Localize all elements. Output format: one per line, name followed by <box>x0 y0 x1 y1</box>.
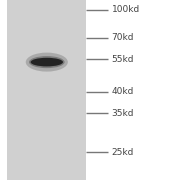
Bar <box>7 0 86 180</box>
Ellipse shape <box>26 53 68 72</box>
Ellipse shape <box>31 58 63 66</box>
Text: 25kd: 25kd <box>112 148 134 157</box>
Text: 100kd: 100kd <box>112 5 140 14</box>
Text: 70kd: 70kd <box>112 33 134 42</box>
Text: 35kd: 35kd <box>112 109 134 118</box>
Text: 55kd: 55kd <box>112 55 134 64</box>
Text: 40kd: 40kd <box>112 87 134 96</box>
Ellipse shape <box>29 56 65 68</box>
